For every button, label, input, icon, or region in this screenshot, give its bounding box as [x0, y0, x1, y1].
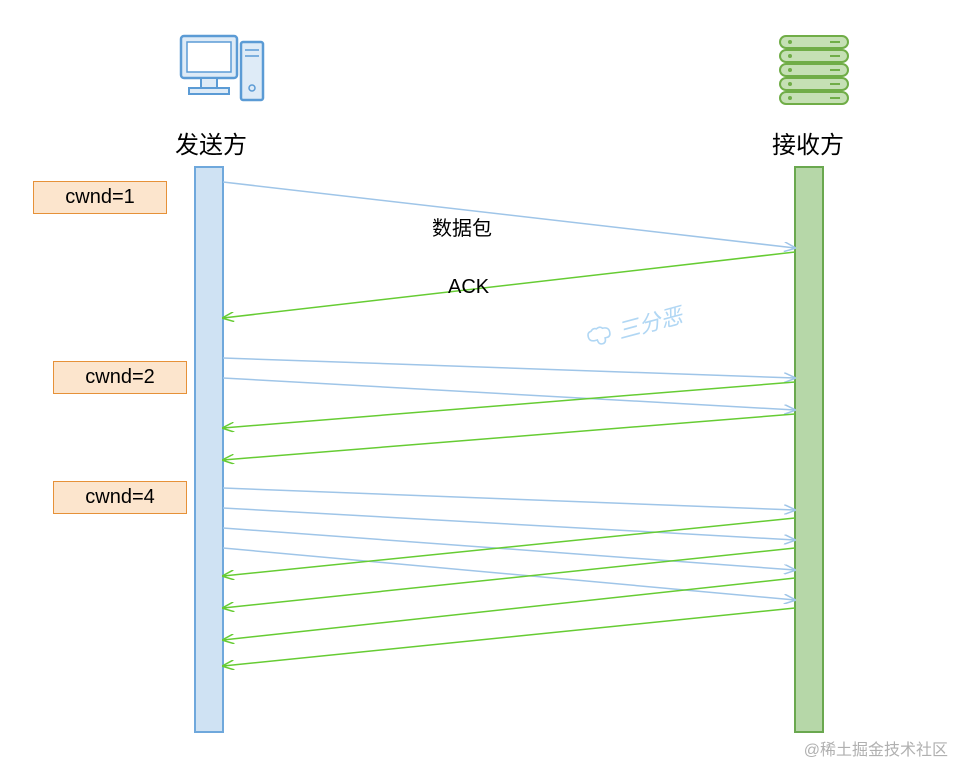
data-arrow-2 — [223, 358, 795, 378]
receiver-lifeline — [795, 167, 823, 732]
server-icon — [780, 36, 848, 104]
cwnd-label-0: cwnd=1 — [33, 181, 167, 214]
ack-arrow-10 — [223, 518, 795, 576]
ack-arrow-12 — [223, 578, 795, 640]
receiver-title: 接收方 — [772, 125, 844, 160]
computer-icon — [181, 36, 263, 100]
data-arrow-9 — [223, 548, 795, 600]
ack-arrow-13 — [223, 608, 795, 666]
data-arrow-0 — [223, 182, 795, 248]
data-arrow-7 — [223, 508, 795, 540]
ack-arrow-1 — [223, 252, 795, 318]
data-arrow-8 — [223, 528, 795, 570]
sender-title: 发送方 — [175, 125, 247, 160]
label-data-packet: 数据包 — [432, 212, 492, 241]
label-ack: ACK — [448, 276, 489, 299]
cwnd-label-1: cwnd=2 — [53, 361, 187, 394]
ack-arrow-11 — [223, 548, 795, 608]
data-arrow-6 — [223, 488, 795, 510]
sender-lifeline — [195, 167, 223, 732]
footer-watermark: @稀土掘金技术社区 — [804, 736, 948, 760]
cwnd-label-2: cwnd=4 — [53, 481, 187, 514]
